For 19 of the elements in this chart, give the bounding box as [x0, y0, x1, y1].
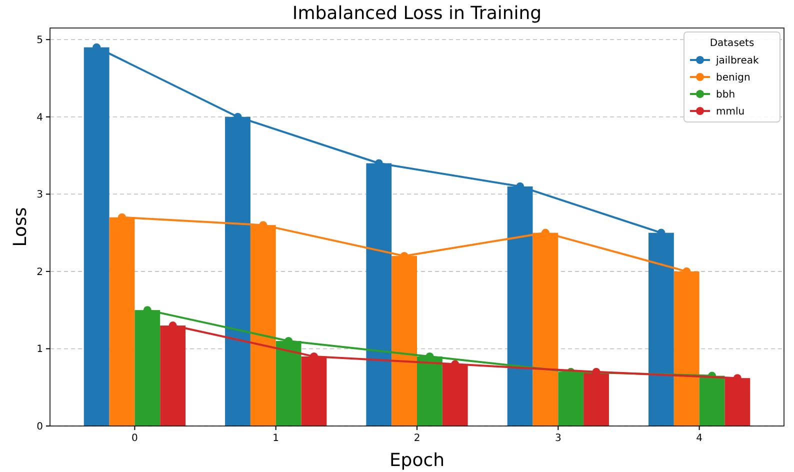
x-axis-title: Epoch: [389, 450, 445, 471]
x-tick-label: 3: [554, 433, 562, 444]
y-tick-label: 4: [36, 112, 43, 124]
y-tick-label: 2: [36, 266, 43, 278]
y-tick-label: 3: [36, 190, 43, 201]
x-tick-label: 2: [414, 433, 420, 444]
y-tick-label: 0: [36, 422, 43, 432]
legend-label: benign: [716, 72, 750, 84]
legend-label: mmlu: [716, 106, 745, 118]
y-tick-label: 1: [36, 344, 43, 356]
x-tick-label: 1: [272, 433, 280, 444]
x-tick-label: 4: [696, 433, 702, 444]
legend-label: bbh: [716, 90, 736, 100]
y-axis-title: Loss: [10, 207, 31, 247]
legend-title: Datasets: [710, 38, 754, 49]
chart-title: Imbalanced Loss in Training: [292, 3, 542, 24]
x-tick-label: 0: [132, 433, 138, 444]
y-tick-label: 5: [36, 35, 43, 46]
legend-label: jailbreak: [715, 56, 759, 66]
